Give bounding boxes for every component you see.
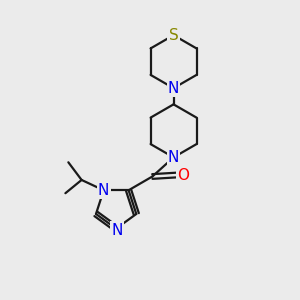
Text: S: S xyxy=(169,28,178,43)
Text: N: N xyxy=(111,223,122,238)
Text: N: N xyxy=(98,183,110,198)
Text: N: N xyxy=(168,150,179,165)
Text: O: O xyxy=(177,167,189,182)
Text: N: N xyxy=(168,81,179,96)
